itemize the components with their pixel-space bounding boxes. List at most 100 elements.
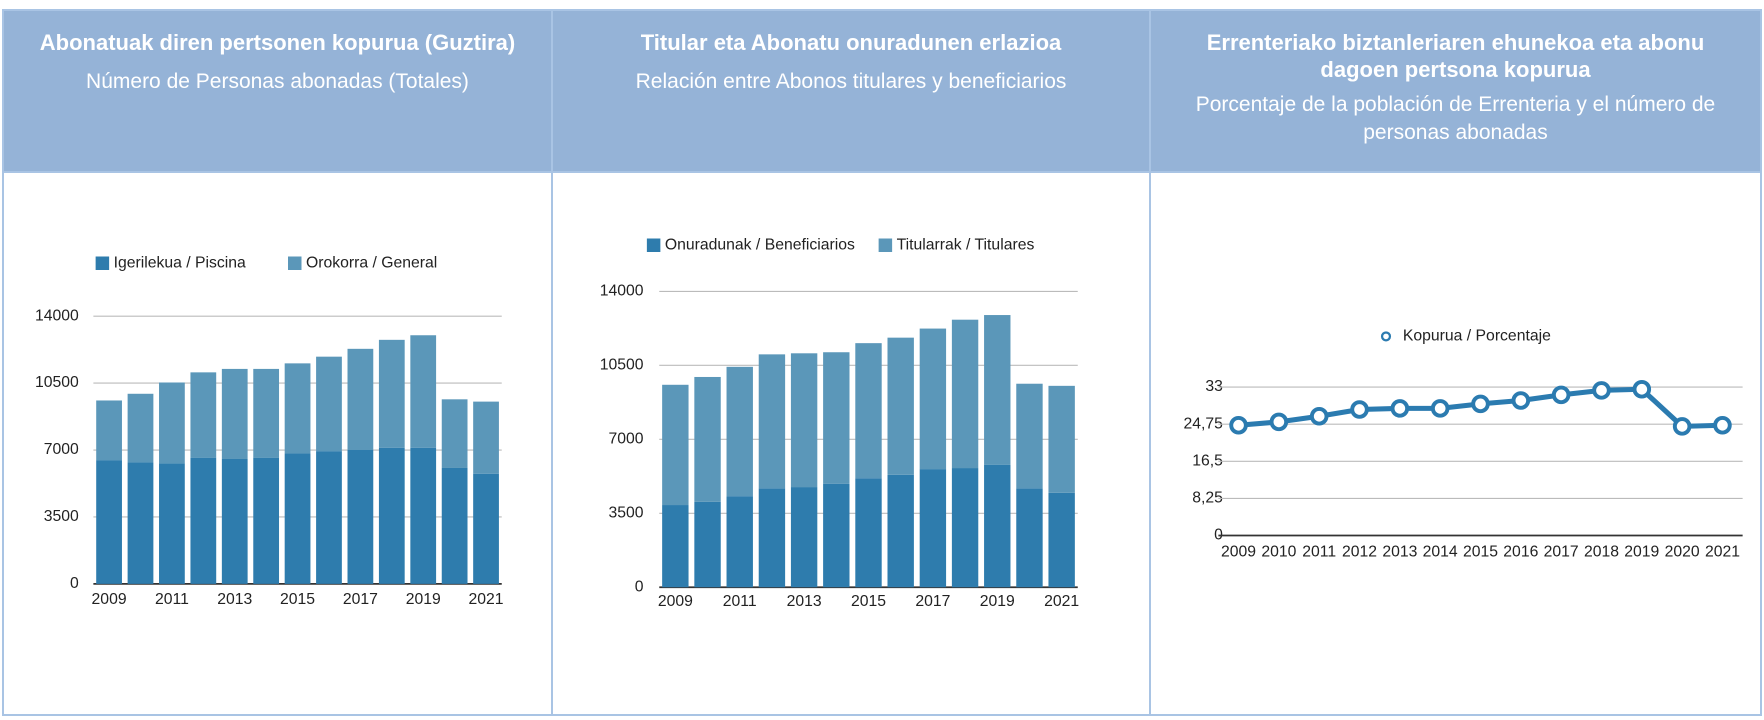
x-tick-label: 2011 — [155, 591, 189, 608]
y-tick-label: 3500 — [608, 504, 643, 521]
bar — [662, 505, 689, 588]
bar — [473, 401, 499, 474]
legend-label: Kopurua / Porcentaje — [1403, 328, 1551, 345]
y-tick-label: 16,5 — [1192, 452, 1223, 469]
y-tick-label: 10500 — [600, 357, 644, 374]
x-tick-label: 2017 — [343, 591, 378, 608]
point — [1471, 394, 1490, 414]
y-tick-label: 3500 — [44, 508, 79, 525]
point — [1350, 400, 1369, 419]
bar — [758, 354, 786, 489]
legend-marker — [1380, 331, 1392, 342]
x-tick-label: 2017 — [915, 593, 950, 610]
point — [1632, 379, 1652, 399]
bar — [855, 343, 882, 479]
y-tick-label: 0 — [635, 578, 644, 595]
legend-swatch — [646, 238, 661, 252]
legend-swatch — [288, 256, 302, 270]
bar — [758, 488, 786, 588]
bar — [823, 352, 850, 484]
bar — [823, 483, 850, 588]
bar — [253, 457, 280, 584]
point — [1592, 381, 1611, 400]
bar — [662, 384, 689, 506]
bar — [984, 464, 1011, 588]
bar — [127, 462, 154, 584]
point — [1269, 412, 1289, 432]
x-tick-label: 2009 — [92, 591, 127, 608]
x-tick-label: 2013 — [1382, 544, 1417, 561]
panel-header: Errenteriako biztanleriaren ehunekoa eta… — [1151, 11, 1760, 173]
y-tick-label: 24,75 — [1183, 415, 1223, 432]
bar — [347, 450, 374, 584]
bar — [253, 368, 280, 458]
panel: Abonatuak diren pertsonen kopurua (Guzti… — [2, 9, 553, 716]
bar — [316, 356, 342, 452]
bar — [919, 469, 947, 588]
y-tick-label: 14000 — [600, 283, 644, 300]
panel: Titular eta Abonatu onuradunen erlazioa … — [551, 9, 1151, 716]
y-tick-label: 10500 — [35, 374, 79, 391]
bar — [790, 487, 818, 588]
x-tick-label: 2013 — [787, 593, 822, 610]
bar — [96, 460, 122, 584]
bar — [284, 453, 311, 584]
legend-label: Orokorra / General — [306, 254, 437, 271]
x-tick-label: 2011 — [723, 593, 757, 610]
legend-label: Onuradunak / Beneficiarios — [665, 236, 855, 253]
bar — [127, 393, 154, 463]
bar — [984, 315, 1011, 465]
bar — [1048, 492, 1075, 588]
bar — [790, 353, 818, 488]
x-tick-label: 2019 — [980, 593, 1015, 610]
panel-title: Abonatuak diren pertsonen kopurua (Guzti… — [39, 30, 516, 55]
point — [1672, 417, 1692, 436]
x-tick-label: 2019 — [1624, 544, 1659, 561]
x-tick-label: 2021 — [1705, 544, 1740, 561]
panel-title: Errenteriako biztanleriaren ehunekoa eta… — [1206, 30, 1705, 82]
point — [1229, 415, 1248, 435]
bar — [1016, 488, 1043, 588]
y-tick-label: 7000 — [44, 441, 79, 458]
x-tick-label: 2021 — [469, 591, 504, 608]
bar — [887, 474, 914, 588]
point — [1511, 391, 1531, 410]
legend-swatch — [878, 238, 893, 252]
bar — [726, 366, 753, 497]
bar — [190, 372, 217, 458]
bar — [694, 501, 721, 588]
x-tick-label: 2015 — [280, 591, 315, 608]
panel: Errenteriako biztanleriaren ehunekoa eta… — [1149, 9, 1762, 716]
point — [1390, 399, 1410, 418]
panel-title: Titular eta Abonatu onuradunen erlazioa — [640, 30, 1062, 55]
x-tick-label: 2017 — [1544, 544, 1579, 561]
bar — [1048, 385, 1075, 493]
panel-subtitle: Número de Personas abonadas (Totales) — [86, 70, 469, 93]
x-tick-label: 2011 — [1302, 544, 1336, 561]
bar — [951, 468, 979, 588]
point — [1309, 406, 1329, 426]
y-tick-label: 33 — [1205, 378, 1223, 395]
legend-swatch — [95, 256, 110, 270]
bar — [378, 447, 405, 584]
bar — [1016, 383, 1043, 489]
x-tick-label: 2015 — [851, 593, 886, 610]
bar — [159, 463, 185, 584]
bar — [951, 319, 979, 469]
bar — [919, 328, 947, 470]
x-tick-label: 2014 — [1423, 544, 1458, 561]
y-tick-label: 0 — [70, 575, 79, 592]
bar — [316, 451, 342, 584]
legend-label: Titularrak / Titulares — [897, 236, 1035, 253]
panel-header: Abonatuak diren pertsonen kopurua (Guzti… — [4, 11, 551, 173]
bar — [159, 382, 185, 464]
x-tick-label: 2019 — [406, 591, 441, 608]
y-tick-label: 8,25 — [1192, 490, 1223, 507]
panel-subtitle: Relación entre Abonos titulares y benefi… — [635, 70, 1067, 93]
point — [1713, 415, 1732, 435]
bar — [410, 447, 437, 584]
bar — [855, 478, 882, 588]
x-tick-label: 2010 — [1261, 544, 1296, 561]
bar — [473, 473, 499, 584]
x-tick-label: 2020 — [1665, 544, 1700, 561]
